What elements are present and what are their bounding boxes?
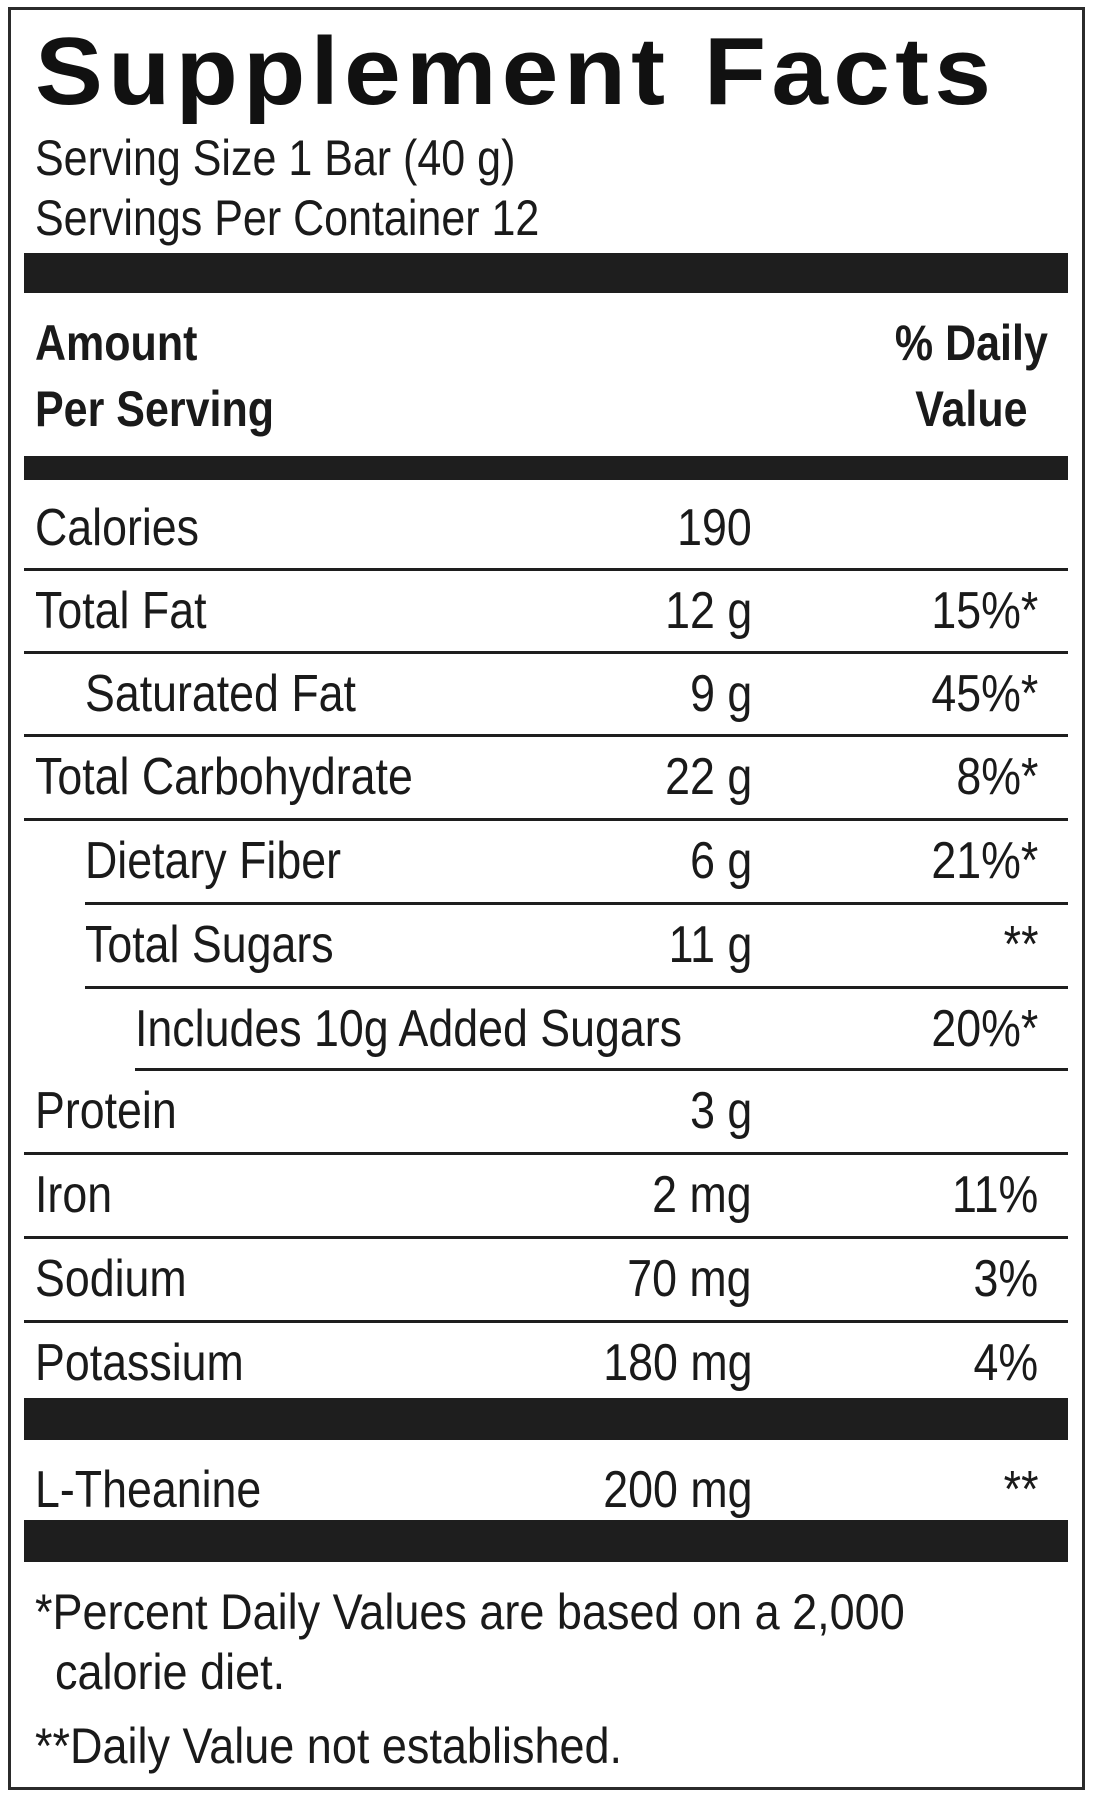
nutrient-amount: 3 g xyxy=(689,1082,752,1140)
row-divider xyxy=(24,818,1068,821)
ingredient-daily-value: ** xyxy=(1003,1461,1038,1519)
row-divider xyxy=(24,651,1068,654)
dv-header-line2: Value xyxy=(915,381,1028,437)
footnote-calorie-diet: calorie diet. xyxy=(55,1644,286,1700)
nutrient-row-total-sugars: Total Sugars 11 g ** xyxy=(85,905,1082,985)
nutrient-name: Dietary Fiber xyxy=(85,832,341,890)
nutrient-amount: 9 g xyxy=(689,665,752,723)
nutrient-daily-value: 3% xyxy=(973,1250,1038,1308)
nutrient-amount: 70 mg xyxy=(627,1250,752,1308)
servings-per-container: Servings Per Container 12 xyxy=(35,190,540,246)
nutrient-daily-value: 15%* xyxy=(931,582,1038,640)
nutrient-row-sodium: Sodium 70 mg 3% xyxy=(35,1239,1082,1319)
nutrient-daily-value: 20%* xyxy=(931,1000,1038,1058)
ingredient-amount: 200 mg xyxy=(602,1461,752,1519)
nutrient-row-potassium: Potassium 180 mg 4% xyxy=(35,1323,1082,1403)
nutrient-name: Iron xyxy=(35,1166,113,1224)
nutrient-row-total-fat: Total Fat 12 g 15%* xyxy=(35,571,1082,651)
row-divider xyxy=(85,902,1068,905)
nutrient-amount: 180 mg xyxy=(602,1334,752,1392)
nutrient-daily-value: ** xyxy=(1003,916,1038,974)
nutrient-daily-value: 4% xyxy=(973,1334,1038,1392)
dv-header-line1: % Daily xyxy=(895,315,1048,371)
thick-divider-other xyxy=(24,1398,1068,1440)
nutrient-row-saturated-fat: Saturated Fat 9 g 45%* xyxy=(85,654,1082,734)
nutrient-name: Potassium xyxy=(35,1334,244,1392)
row-divider xyxy=(24,1320,1068,1323)
row-divider xyxy=(24,1236,1068,1239)
ingredient-name: L-Theanine xyxy=(35,1461,262,1519)
thick-divider-header xyxy=(24,456,1068,480)
row-divider xyxy=(24,568,1068,571)
nutrient-amount: 6 g xyxy=(689,832,752,890)
nutrient-name: Total Fat xyxy=(35,582,207,640)
nutrient-amount: 11 g xyxy=(668,916,752,974)
nutrient-name: Total Sugars xyxy=(85,916,334,974)
nutrient-name: Sodium xyxy=(35,1250,187,1308)
nutrient-row-calories: Calories 190 xyxy=(35,488,1082,568)
nutrient-name: Saturated Fat xyxy=(85,665,356,723)
nutrient-row-iron: Iron 2 mg 11% xyxy=(35,1155,1082,1235)
nutrient-amount: 22 g xyxy=(664,748,752,806)
thick-divider-top xyxy=(24,253,1068,293)
row-divider xyxy=(24,734,1068,737)
nutrient-daily-value: 21%* xyxy=(931,832,1038,890)
nutrient-amount: 2 mg xyxy=(652,1166,752,1224)
nutrient-name: Total Carbohydrate xyxy=(35,748,413,806)
supplement-facts-panel: Supplement Facts Serving Size 1 Bar (40 … xyxy=(8,7,1085,1790)
amount-per-serving-header: Amount Per Serving xyxy=(35,310,274,442)
row-divider xyxy=(24,1152,1068,1155)
footnote-not-established: **Daily Value not established. xyxy=(35,1718,623,1774)
nutrient-daily-value: 11% xyxy=(951,1166,1038,1224)
amount-header-line2: Per Serving xyxy=(35,381,274,437)
nutrient-row-protein: Protein 3 g xyxy=(35,1071,1082,1151)
ingredient-row-l-theanine: L-Theanine 200 mg ** xyxy=(35,1450,1082,1530)
serving-size: Serving Size 1 Bar (40 g) xyxy=(35,130,516,186)
nutrient-daily-value: 45%* xyxy=(931,665,1038,723)
row-divider xyxy=(85,986,1068,989)
nutrient-name: Protein xyxy=(35,1082,177,1140)
nutrient-name: Calories xyxy=(35,499,200,557)
thick-divider-bottom xyxy=(24,1520,1068,1562)
nutrient-amount: 190 xyxy=(677,499,752,557)
nutrient-row-dietary-fiber: Dietary Fiber 6 g 21%* xyxy=(85,821,1082,901)
footnote-percent-daily-values: *Percent Daily Values are based on a 2,0… xyxy=(35,1584,905,1640)
nutrient-row-total-carbohydrate: Total Carbohydrate 22 g 8%* xyxy=(35,737,1082,817)
nutrient-name: Includes 10g Added Sugars xyxy=(135,1000,683,1058)
row-divider xyxy=(135,1068,1068,1071)
amount-header-line1: Amount xyxy=(35,315,198,371)
nutrient-amount: 12 g xyxy=(664,582,752,640)
nutrient-daily-value: 8%* xyxy=(955,748,1038,806)
nutrient-row-added-sugars: Includes 10g Added Sugars 20%* xyxy=(135,989,1082,1069)
daily-value-header: % Daily Value xyxy=(895,310,1048,442)
panel-title: Supplement Facts xyxy=(35,18,997,125)
